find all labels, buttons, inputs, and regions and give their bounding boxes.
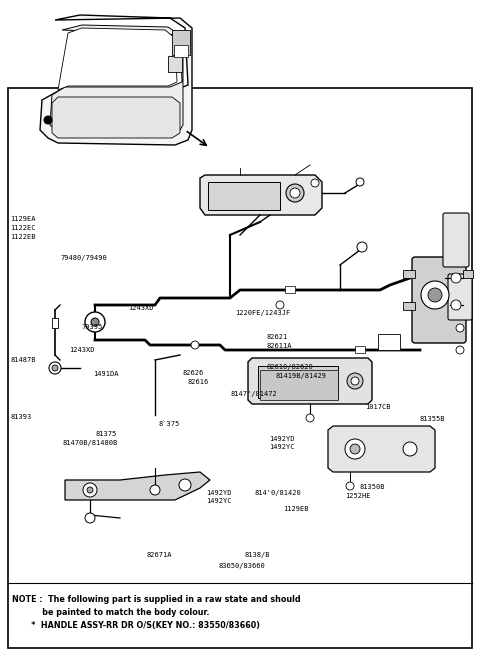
Polygon shape [65, 472, 210, 500]
Polygon shape [248, 358, 372, 404]
Text: 1492YC: 1492YC [206, 497, 232, 504]
Circle shape [451, 300, 461, 310]
Circle shape [306, 414, 314, 422]
Bar [174, 45, 188, 57]
Bar [168, 56, 182, 72]
Text: 81375: 81375 [96, 430, 117, 437]
Bar [403, 302, 415, 310]
Circle shape [49, 362, 61, 374]
Text: 1491DA: 1491DA [94, 371, 119, 378]
Polygon shape [40, 15, 192, 145]
Bar [8, 88, 472, 648]
Text: 81470B/81480B: 81470B/81480B [62, 440, 118, 446]
Text: 1122EB: 1122EB [11, 233, 36, 240]
Circle shape [311, 179, 319, 187]
Text: 1243XD: 1243XD [70, 346, 95, 353]
Circle shape [87, 487, 93, 493]
Circle shape [350, 444, 360, 454]
Polygon shape [200, 175, 322, 215]
Circle shape [451, 273, 461, 283]
Bar [285, 286, 295, 293]
Circle shape [290, 188, 300, 198]
Bar [463, 270, 473, 278]
Text: be painted to match the body colour.: be painted to match the body colour. [12, 608, 209, 617]
Circle shape [456, 346, 464, 354]
Text: 1122EC: 1122EC [11, 225, 36, 231]
Text: 82671A: 82671A [146, 552, 172, 558]
Text: 1492YD: 1492YD [269, 436, 294, 442]
Bar [378, 334, 400, 350]
Polygon shape [58, 28, 177, 90]
Text: 1252HE: 1252HE [346, 493, 371, 499]
Circle shape [150, 485, 160, 495]
Bar [403, 270, 415, 278]
Circle shape [403, 442, 417, 456]
Bar [208, 182, 280, 210]
FancyBboxPatch shape [412, 257, 466, 343]
Circle shape [85, 513, 95, 523]
Polygon shape [328, 426, 435, 472]
Circle shape [428, 288, 442, 302]
Text: NOTE :  The following part is supplied in a raw state and should: NOTE : The following part is supplied in… [12, 595, 300, 604]
Text: 82626: 82626 [182, 370, 204, 376]
Bar [258, 366, 338, 398]
Circle shape [276, 301, 284, 309]
Text: *  HANDLE ASSY-RR DR O/S(KEY NO.: 83550/83660): * HANDLE ASSY-RR DR O/S(KEY NO.: 83550/8… [12, 621, 260, 630]
Text: 81487B: 81487B [11, 357, 36, 363]
Text: 8147'/81472: 8147'/81472 [230, 391, 277, 397]
FancyBboxPatch shape [443, 213, 469, 267]
Circle shape [347, 373, 363, 389]
Text: 814'0/81420: 814'0/81420 [254, 489, 301, 496]
Circle shape [345, 439, 365, 459]
FancyBboxPatch shape [448, 274, 472, 320]
Text: 1129EB: 1129EB [283, 506, 309, 512]
Circle shape [191, 341, 199, 349]
Text: 81393: 81393 [11, 413, 32, 420]
Text: 82621: 82621 [266, 334, 288, 340]
Text: 1243XD: 1243XD [129, 305, 154, 311]
Circle shape [421, 281, 449, 309]
Circle shape [286, 184, 304, 202]
Circle shape [456, 324, 464, 332]
Circle shape [351, 377, 359, 385]
Text: 79395: 79395 [82, 323, 103, 330]
Text: 82610/82620: 82610/82620 [266, 363, 313, 370]
Text: 1492YD: 1492YD [206, 489, 232, 496]
Text: 83650/83660: 83650/83660 [218, 563, 265, 570]
Text: 1220FE/1243JF: 1220FE/1243JF [235, 309, 290, 316]
Text: 81419B/81429: 81419B/81429 [276, 373, 327, 379]
Text: 8`375: 8`375 [158, 420, 180, 427]
Circle shape [91, 318, 99, 326]
Bar [355, 346, 365, 353]
Text: 79480/79490: 79480/79490 [60, 255, 107, 261]
Text: 1129EA: 1129EA [11, 216, 36, 223]
Text: 1017CB: 1017CB [365, 404, 390, 411]
Circle shape [52, 365, 58, 371]
Circle shape [346, 482, 354, 490]
Polygon shape [52, 97, 180, 138]
Circle shape [83, 483, 97, 497]
Text: 81350B: 81350B [360, 484, 385, 491]
Circle shape [179, 479, 191, 491]
Circle shape [85, 312, 105, 332]
Circle shape [357, 242, 367, 252]
Text: 1492YC: 1492YC [269, 443, 294, 450]
Circle shape [356, 178, 364, 186]
Text: 82616: 82616 [187, 378, 208, 385]
Circle shape [44, 116, 52, 124]
Bar [172, 30, 190, 55]
Text: 81355B: 81355B [420, 416, 445, 422]
Bar [52, 318, 58, 328]
Bar [260, 370, 338, 400]
Polygon shape [50, 25, 183, 135]
Text: 8138/B: 8138/B [245, 552, 270, 558]
Text: 82611A: 82611A [266, 342, 292, 349]
